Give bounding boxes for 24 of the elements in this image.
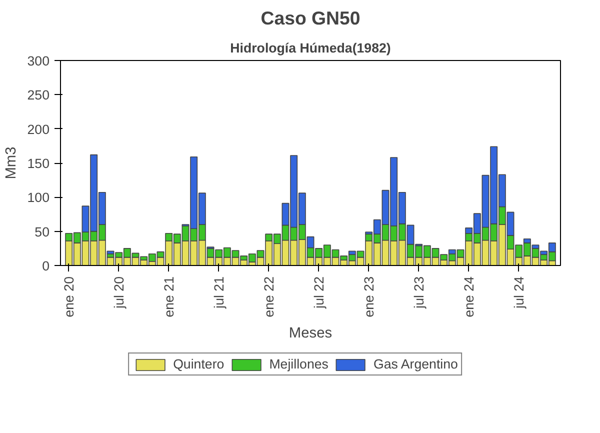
y-tick-label: 150 xyxy=(27,156,50,171)
y-tick-label: 300 xyxy=(27,54,50,68)
x-tick-label: ene 23 xyxy=(361,276,376,318)
legend-label: Mejillones xyxy=(269,356,328,372)
chart-subtitle: Hidrología Húmeda(1982) xyxy=(230,40,391,56)
x-tick-label: jul 24 xyxy=(511,276,526,310)
x-tick-label: ene 21 xyxy=(161,276,176,318)
y-tick-label: 200 xyxy=(27,122,50,137)
x-tick-label: ene 22 xyxy=(261,276,276,318)
y-tick-label: 50 xyxy=(34,224,50,240)
x-tick-label: jul 22 xyxy=(311,276,326,310)
x-tick-label: ene 24 xyxy=(461,276,476,318)
y-axis-title: Mm3 xyxy=(3,146,20,180)
y-tick-label: 100 xyxy=(27,190,50,206)
x-tick-label: ene 20 xyxy=(61,276,76,318)
legend-label: Gas Argentino xyxy=(373,356,458,372)
x-axis-title: Meses xyxy=(288,325,332,342)
y-tick-label: 0 xyxy=(42,258,50,274)
x-tick-label: jul 21 xyxy=(211,276,226,310)
chart-title: Caso GN50 xyxy=(260,8,360,28)
x-tick-label: jul 20 xyxy=(111,276,126,310)
x-tick-label: jul 23 xyxy=(411,276,426,310)
y-tick-label: 250 xyxy=(27,88,50,103)
legend-label: Quintero xyxy=(173,356,224,372)
